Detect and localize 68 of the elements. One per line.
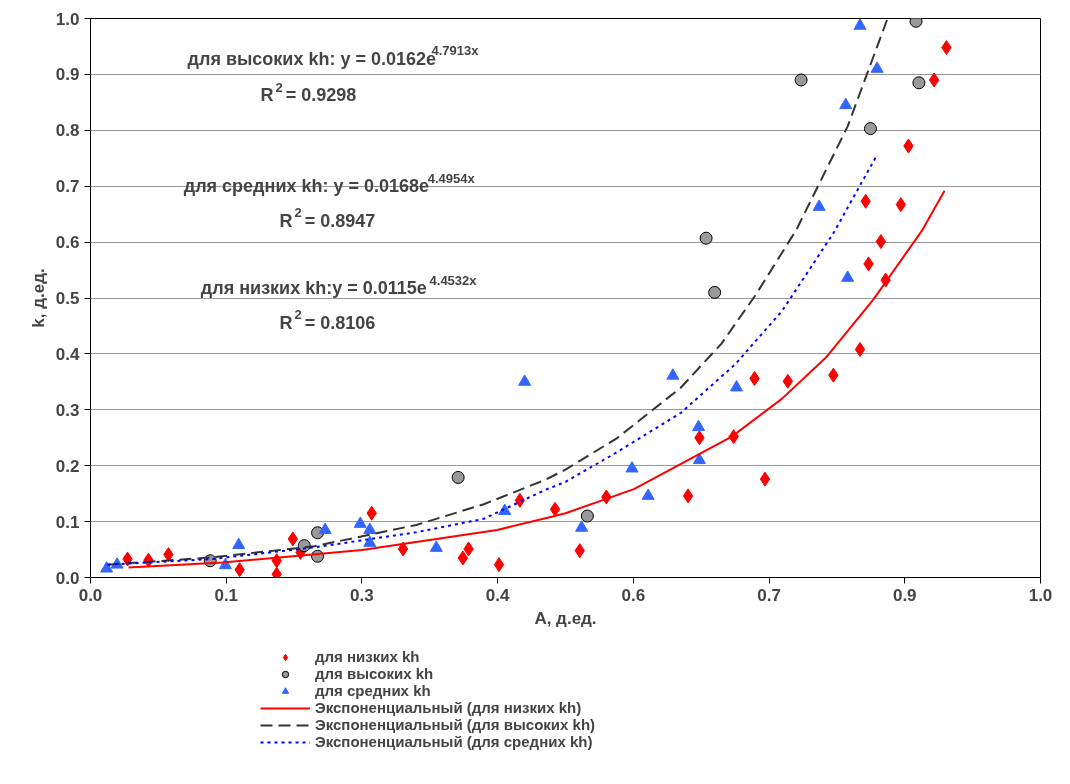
point (692, 452, 706, 465)
point (870, 61, 884, 73)
point (841, 270, 855, 282)
point (287, 531, 299, 547)
point (457, 550, 469, 566)
y-tick-label: 0.1 (55, 512, 80, 532)
y-tick-label: 0.6 (55, 233, 80, 253)
point (498, 503, 512, 515)
point (853, 18, 867, 30)
y-tick-label: 0.0 (55, 568, 80, 588)
x-tick-label: 0.4 (485, 585, 511, 605)
x-tick-label: 1.0 (1028, 585, 1053, 605)
point (518, 374, 532, 386)
point (854, 341, 866, 357)
x-tick-label: 0.7 (757, 585, 781, 605)
y-tick-label: 0.2 (55, 456, 80, 476)
point (812, 199, 826, 211)
x-tick-label: 0.0 (78, 585, 103, 605)
x-tick-label: 0.6 (621, 585, 646, 605)
point (749, 371, 760, 386)
point (397, 541, 409, 557)
y-tick-label: 0.4 (55, 344, 81, 364)
point (100, 561, 114, 573)
legend-label: для высоких kh (315, 665, 434, 682)
y-tick-label: 0.5 (55, 289, 80, 308)
point (875, 234, 887, 250)
point (895, 197, 907, 213)
x-tick-label: 0.1 (214, 585, 239, 605)
point (692, 419, 705, 432)
point (493, 557, 505, 573)
legend-label: Экспоненциальный (для высоких kh) (315, 716, 596, 733)
point (575, 520, 589, 532)
point (429, 540, 443, 552)
point (928, 72, 940, 88)
point (759, 471, 771, 487)
point (363, 522, 377, 534)
point (708, 285, 722, 299)
point (625, 461, 639, 473)
point (839, 97, 853, 110)
x-axis-title: A, д.ед. (534, 608, 597, 628)
point (580, 509, 594, 523)
y-axis-title: k, д.ед. (28, 268, 48, 328)
point (641, 488, 655, 500)
x-tick-label: 0.3 (350, 585, 374, 605)
legend-label: для низких kh (315, 648, 420, 665)
point (699, 231, 713, 245)
point (549, 501, 561, 517)
legend-label: для средних kh (315, 682, 431, 699)
y-tick-label: 1.0 (55, 9, 80, 29)
point (232, 537, 246, 550)
point (666, 368, 680, 380)
point (682, 488, 694, 504)
y-tick-label: 0.8 (55, 121, 80, 141)
y-tick-label: 0.7 (55, 177, 80, 197)
legend-label: Экспоненциальный (для низких kh) (315, 699, 582, 716)
legend-label: Экспоненциальный (для средних kh) (315, 733, 593, 750)
y-tick-label: 0.9 (55, 65, 80, 85)
point (318, 522, 332, 534)
point (912, 76, 926, 90)
x-tick-label: 0.9 (892, 585, 917, 605)
point (451, 470, 465, 484)
y-tick-label: 0.3 (55, 400, 80, 420)
point (730, 380, 743, 392)
point (353, 516, 367, 528)
point (863, 122, 877, 136)
point (794, 73, 808, 87)
point (363, 535, 377, 547)
point (909, 18, 923, 28)
